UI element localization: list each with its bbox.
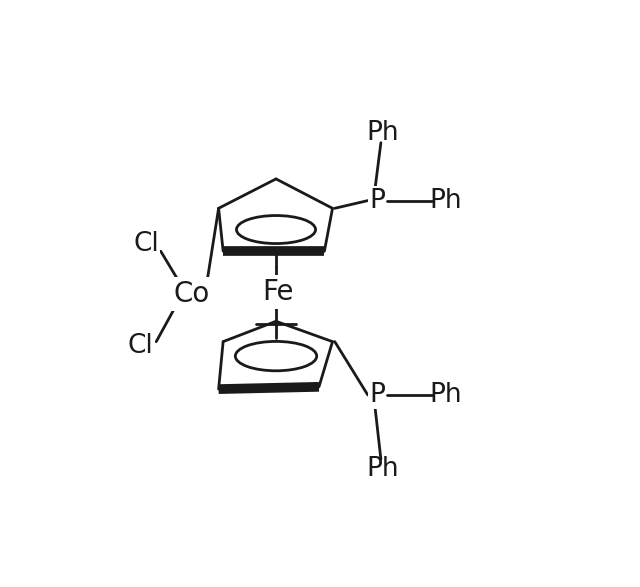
Text: Cl: Cl: [133, 231, 159, 258]
Text: Ph: Ph: [367, 120, 399, 146]
Text: Fe: Fe: [262, 278, 294, 306]
Text: P: P: [369, 188, 385, 214]
Text: Ph: Ph: [429, 382, 462, 408]
Text: Ph: Ph: [429, 188, 462, 214]
Text: Co: Co: [173, 280, 210, 308]
Text: Cl: Cl: [127, 333, 154, 359]
Text: P: P: [369, 382, 385, 408]
Text: Ph: Ph: [367, 456, 399, 482]
